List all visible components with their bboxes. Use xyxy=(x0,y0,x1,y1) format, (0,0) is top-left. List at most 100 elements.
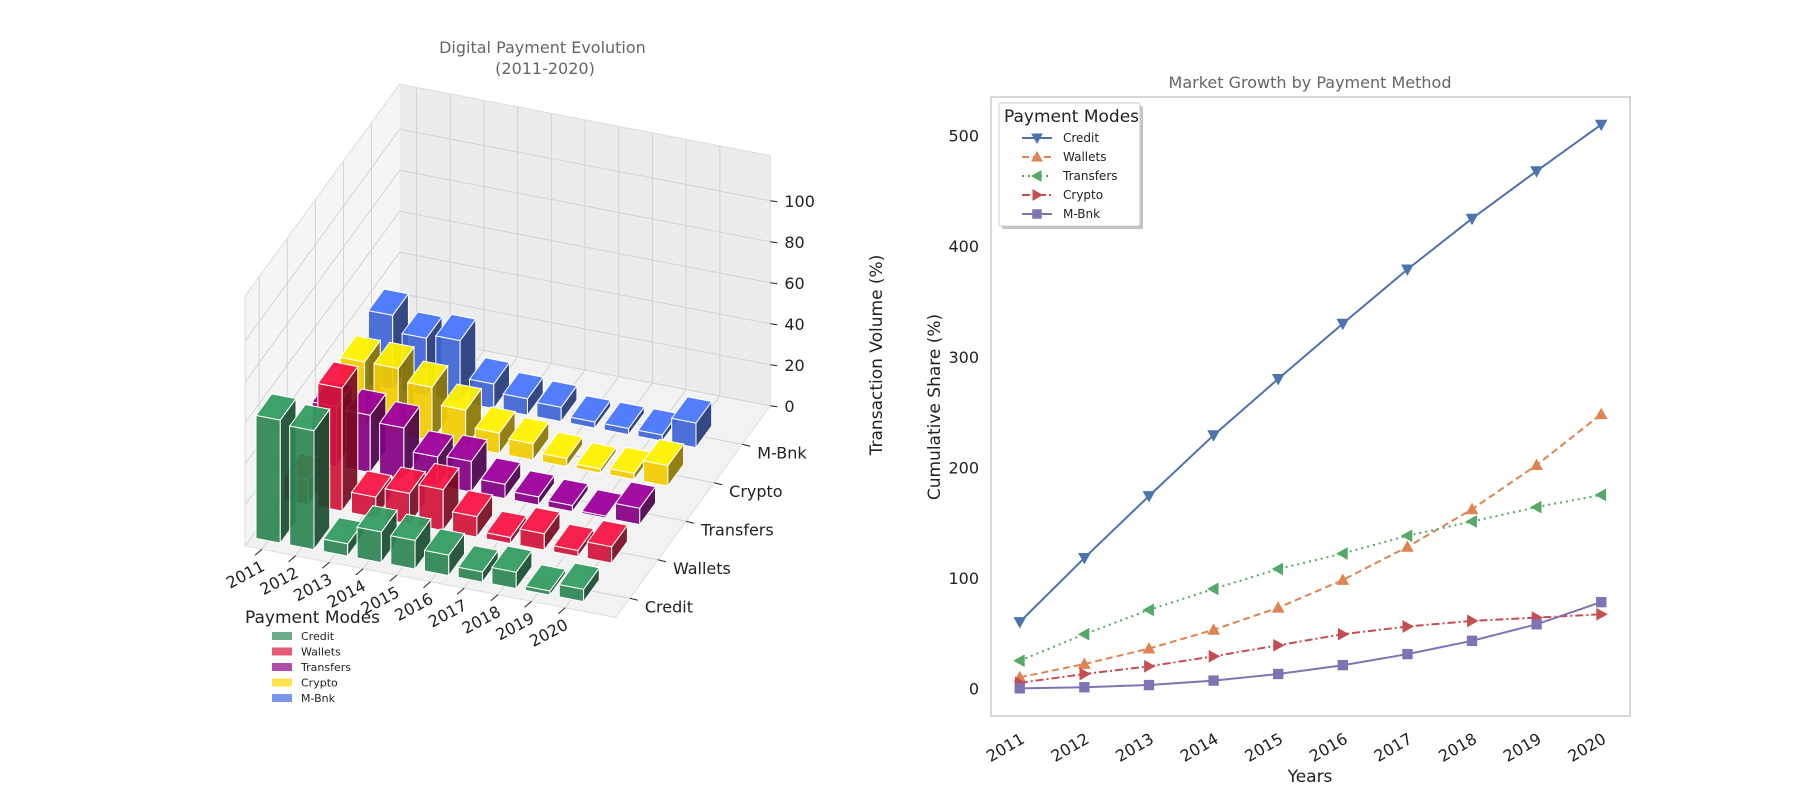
x-tick-label: 2019 xyxy=(1500,729,1545,766)
point-credit-2018 xyxy=(1465,213,1479,226)
z-tick-label: 100 xyxy=(784,192,815,211)
legend-label-transfers: Transfers xyxy=(1062,169,1118,183)
x-tick-mark xyxy=(322,561,330,569)
line-crypto xyxy=(1019,613,1602,684)
point-m-bnk-2018 xyxy=(1466,635,1478,647)
point-transfers-2019 xyxy=(1530,500,1542,514)
bar3d-z-axis-label: Transaction Volume (%) xyxy=(867,255,887,457)
bar-m-bnk-2017 xyxy=(569,395,612,430)
point-m-bnk-2015 xyxy=(1273,668,1284,680)
x-tick-label: 2011 xyxy=(983,729,1028,766)
line-wallets xyxy=(1019,413,1602,679)
y-tick-label: 0 xyxy=(969,679,979,698)
pane-edge xyxy=(615,405,771,618)
z-tick-mark xyxy=(770,405,778,408)
z-tick-mark xyxy=(770,364,778,367)
legend-label-crypto: Crypto xyxy=(301,677,338,690)
bar-crypto-2020 xyxy=(642,438,685,488)
x-tick-label: 2015 xyxy=(1241,729,1286,766)
bar-credit-2012 xyxy=(288,403,331,552)
legend-marker-crypto xyxy=(1032,189,1044,201)
legend-label-wallets: Wallets xyxy=(1063,150,1106,164)
legend-swatch-wallets xyxy=(272,647,292,656)
bar-top-face xyxy=(356,505,398,533)
legend-label-wallets: Wallets xyxy=(301,646,341,659)
line-y-axis-label: Cumulative Share (%) xyxy=(925,314,945,500)
legend-label-credit: Credit xyxy=(301,630,335,643)
line-legend: Payment Modes Credit Wallets Transfers Crypt… xyxy=(998,102,1143,229)
bar-top-face xyxy=(507,416,550,445)
y-tick-label: 400 xyxy=(948,237,979,256)
grid-line xyxy=(399,251,771,325)
bar-top-face xyxy=(569,395,612,423)
legend-label-crypto: Crypto xyxy=(1063,188,1103,202)
point-wallets-2012 xyxy=(1078,657,1091,669)
bar3d-y-ticks: Credit Wallets Transfers Crypto M-Bnk xyxy=(629,443,807,616)
bar-top-face xyxy=(440,383,483,411)
point-wallets-2018 xyxy=(1465,502,1479,515)
y-tick-mark xyxy=(657,559,667,563)
bar-top-face xyxy=(519,506,561,535)
series-m-bnk xyxy=(1014,596,1607,694)
bar-top-face xyxy=(446,434,488,462)
bar-credit-2019 xyxy=(524,564,567,597)
bar-m-bnk-2015 xyxy=(502,371,545,417)
point-crypto-2013 xyxy=(1144,659,1156,673)
bar-top-face xyxy=(288,403,331,432)
point-m-bnk-2012 xyxy=(1079,682,1090,693)
line-m-bnk xyxy=(1019,601,1602,690)
bar-top-face xyxy=(373,341,415,370)
x-tick-label: 2017 xyxy=(1371,729,1416,766)
point-credit-2019 xyxy=(1530,166,1543,178)
x-tick-label: 2018 xyxy=(1435,729,1480,766)
bar-top-face xyxy=(541,431,584,459)
y-tick-mark xyxy=(629,597,638,601)
line-series xyxy=(1013,119,1608,694)
bar3d-legend: Payment Modes Credit Wallets Transfers Crypt… xyxy=(245,608,380,705)
line-y-ticks: 0 100 200 300 400 500 xyxy=(948,127,979,699)
point-transfers-2015 xyxy=(1271,562,1284,576)
x-tick-label: 2014 xyxy=(1177,729,1222,766)
y-tick-label: 500 xyxy=(948,127,979,146)
bar-transfers-2018 xyxy=(547,478,589,514)
point-transfers-2017 xyxy=(1400,529,1413,543)
z-tick-mark xyxy=(770,241,778,244)
grid-line xyxy=(244,210,401,424)
point-wallets-2016 xyxy=(1336,573,1350,585)
x-tick-mark xyxy=(557,607,566,615)
bar-top-face xyxy=(457,545,500,573)
x-tick-mark xyxy=(423,581,431,589)
point-credit-2015 xyxy=(1271,374,1285,386)
bar-top-face xyxy=(468,357,511,385)
z-tick-mark xyxy=(770,323,778,326)
x-tick-mark xyxy=(456,587,465,595)
point-credit-2012 xyxy=(1078,553,1091,565)
y-tick-mark xyxy=(742,443,751,447)
bar-top-face xyxy=(451,489,494,518)
y-tick-label: Wallets xyxy=(673,559,731,578)
bar-front-face xyxy=(390,535,416,570)
point-m-bnk-2011 xyxy=(1014,683,1025,694)
series-credit xyxy=(1013,119,1608,629)
bar-top-face xyxy=(378,401,421,429)
point-wallets-2014 xyxy=(1207,623,1220,635)
x-tick-mark xyxy=(355,568,364,576)
point-m-bnk-2016 xyxy=(1337,659,1348,671)
point-credit-2020 xyxy=(1594,119,1608,132)
bar-top-face xyxy=(423,528,466,556)
bar3d-legend-title: Payment Modes xyxy=(245,608,380,628)
point-transfers-2014 xyxy=(1207,582,1219,596)
bar-top-face xyxy=(614,481,657,509)
point-transfers-2016 xyxy=(1336,547,1348,560)
grid-line xyxy=(399,169,771,243)
bar-top-face xyxy=(316,361,359,389)
point-credit-2017 xyxy=(1401,264,1414,276)
grid-line xyxy=(399,292,771,366)
bar-m-bnk-2016 xyxy=(536,380,578,424)
point-transfers-2013 xyxy=(1142,603,1154,617)
bar-top-face xyxy=(339,335,382,363)
legend-swatch-transfers xyxy=(272,663,292,671)
bar-crypto-2018 xyxy=(575,442,618,475)
point-wallets-2019 xyxy=(1530,458,1543,470)
point-wallets-2013 xyxy=(1142,642,1156,654)
